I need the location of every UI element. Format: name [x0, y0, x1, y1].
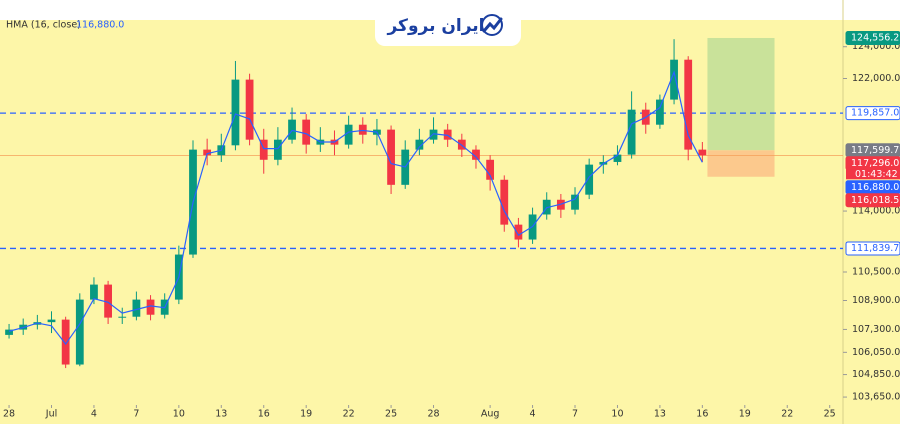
candle-body — [443, 129, 452, 140]
y-tick-label: 122,000.0 — [852, 73, 900, 84]
x-tick-label: 25 — [824, 409, 836, 420]
price-label: 111,839.7 — [851, 243, 899, 254]
x-tick-label: 19 — [300, 409, 312, 420]
x-tick-label: 22 — [343, 409, 355, 420]
indicator-value: 116,880.0 — [76, 20, 124, 31]
candle-body — [358, 124, 367, 135]
x-tick-label: 28 — [427, 409, 439, 420]
target-zone — [707, 37, 775, 151]
y-tick-label: 107,300.0 — [852, 324, 900, 335]
candle-body — [684, 59, 693, 150]
x-tick-label: 19 — [739, 409, 751, 420]
candle-body — [75, 299, 84, 365]
candle-body — [571, 194, 579, 210]
x-tick-label: 7 — [572, 409, 578, 420]
candle-body — [613, 154, 622, 162]
candle-body — [288, 119, 296, 140]
candle-body — [104, 284, 112, 318]
candle-body — [486, 159, 495, 180]
logo-icon-ring — [481, 14, 503, 36]
y-tick-label: 110,500.0 — [852, 266, 900, 277]
logo-icon — [482, 17, 503, 33]
price-label-box — [845, 193, 900, 208]
candle-body — [118, 316, 127, 318]
stop-zone — [707, 150, 775, 177]
countdown-box — [846, 169, 900, 180]
price-label-box — [845, 241, 900, 256]
candle-body — [415, 139, 424, 150]
y-tick-label: 114,000.0 — [852, 206, 900, 217]
price-label: 116,018.5 — [851, 195, 899, 206]
candle-body — [387, 129, 395, 185]
candle-body — [472, 149, 480, 160]
candle-body — [698, 149, 707, 156]
y-tick-label: 106,050.0 — [852, 347, 900, 358]
candle-body — [627, 109, 636, 155]
price-label: 117,296.0 — [851, 158, 899, 169]
logo-box — [375, 4, 521, 46]
x-tick-label: 4 — [530, 409, 536, 420]
candle-body — [585, 164, 594, 195]
candle-body — [90, 284, 98, 300]
y-tick-label: 104,850.0 — [852, 369, 900, 380]
x-tick-label: 4 — [91, 409, 97, 420]
x-tick-label: 16 — [258, 409, 270, 420]
candle-body — [5, 329, 13, 335]
candle-body — [273, 139, 282, 160]
x-tick-label: Jul — [45, 409, 57, 420]
candle-body — [203, 149, 212, 156]
price-label-box — [845, 106, 900, 121]
x-tick-label: 13 — [654, 409, 666, 420]
candle-body — [429, 129, 438, 140]
candle-body — [670, 59, 678, 100]
hma-line — [8, 70, 703, 346]
price-label: 117,599.7 — [851, 145, 899, 156]
y-tick-label: 108,900.0 — [852, 295, 900, 306]
indicator-name: HMA (16, close) — [6, 20, 81, 31]
x-tick-label: 25 — [385, 409, 397, 420]
x-tick-label: 13 — [215, 409, 227, 420]
x-tick-label: 10 — [173, 409, 185, 420]
plot: 124,000.0 122,000.0 114,000.0 110,500.0 108,… — [0, 37, 900, 420]
candle-body — [132, 299, 141, 317]
candle-body — [47, 319, 56, 323]
y-tick-label: 124,000.0 — [852, 41, 900, 52]
x-tick-label: 10 — [611, 409, 623, 420]
candle-body — [500, 179, 509, 225]
x-tick-label: 7 — [133, 409, 139, 420]
candle-body — [146, 299, 155, 315]
candle-body — [514, 224, 523, 240]
price-label: 116,880.0 — [851, 182, 899, 193]
candle-body — [231, 79, 240, 146]
x-tick-label: 22 — [781, 409, 793, 420]
y-tick-label: 103,650.0 — [852, 392, 900, 403]
price-label-box — [845, 30, 900, 45]
x-tick-label: 16 — [696, 409, 708, 420]
logo: ایران بروکر — [386, 16, 484, 36]
candle-body — [344, 124, 353, 145]
candle-body — [656, 99, 664, 125]
candle-body — [61, 319, 70, 365]
candle-body — [302, 119, 311, 145]
price-label: 119,857.0 — [851, 108, 899, 119]
x-tick-label: Aug — [481, 409, 500, 420]
x-tick-label: 28 — [3, 409, 15, 420]
countdown: 01:43:42 — [855, 169, 898, 180]
candle-body — [259, 139, 268, 160]
candle-body — [245, 79, 254, 140]
price-label: 124,556.2 — [851, 32, 899, 43]
